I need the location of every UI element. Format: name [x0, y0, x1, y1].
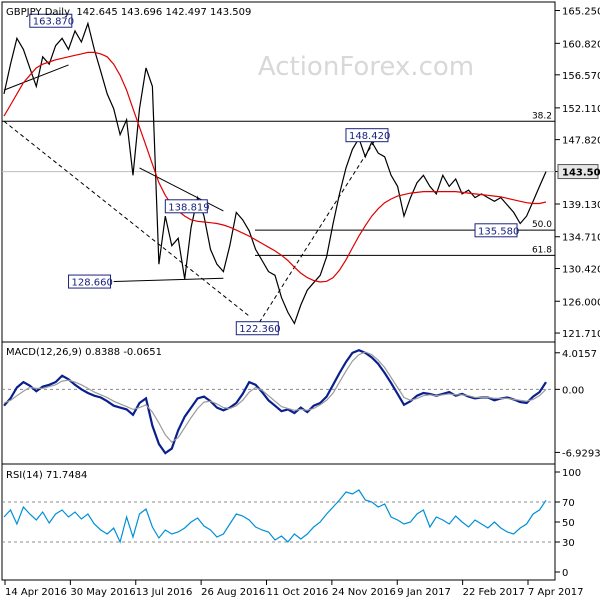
macd-legend-histogram: -0.0651: [123, 347, 162, 358]
price-annotation-label: 138.819: [168, 202, 209, 213]
fib-level-label: 38.2: [532, 111, 552, 121]
trendline-triangle-upper: [139, 167, 224, 212]
rsi-y-tick-label: 50: [562, 518, 575, 529]
macd-y-axis: 4.0157 0.00 -6.9293: [555, 349, 600, 459]
macd-panel: 4.0157 0.00 -6.9293 MACD(12,26,9) 0.8388 -…: [1, 341, 600, 465]
price-y-tick-label: 147.820: [562, 136, 600, 147]
macd-series: [3, 349, 547, 455]
trendline-support-2016: [3, 64, 69, 91]
price-annotation-label: 135.580: [478, 226, 519, 237]
last-price-tag: [557, 164, 599, 180]
price-series: [3, 21, 547, 325]
macd-y-tick-label: 0.00: [562, 385, 584, 396]
price-y-tick-label: 134.710: [562, 233, 600, 244]
price-annotation-box: [474, 223, 518, 238]
x-tick-label: 7 Apr 2017: [528, 587, 583, 598]
x-axis: 14 Apr 2016 30 May 2016 13 Jul 2016 26 Aug …: [4, 580, 583, 598]
x-tick-label: 11 Oct 2016: [267, 587, 329, 598]
price-annotation-box: [68, 274, 112, 289]
price-annotation-box: [29, 13, 73, 28]
price-panel: ActionForex.com 38.2 50.0 61.8 163.870 148.…: [1, 1, 600, 343]
rsi-legend-name: RSI(14): [6, 470, 43, 481]
price-hlines: 38.2 50.0 61.8: [2, 111, 555, 256]
rsi-y-tick-label: 0: [562, 568, 568, 579]
macd-y-tick-label: -6.9293: [562, 448, 600, 459]
x-tick-label: 24 Nov 2016: [332, 587, 396, 598]
price-legend: GBPJPY Daily 142.645 143.696 142.497 143…: [6, 7, 251, 18]
series-moving_average: [3, 51, 547, 283]
x-tick-label: 26 Aug 2016: [201, 587, 265, 598]
legend-low: 142.497: [165, 7, 206, 18]
legend-symbol: GBPJPY: [6, 7, 42, 18]
fib-level-label: 61.8: [532, 245, 552, 255]
fib-level-label: 50.0: [532, 220, 552, 230]
trendline-triangle-lower: [113, 277, 224, 283]
price-annotation-box: [235, 321, 279, 336]
rsi-y-tick-label: 100: [562, 468, 581, 479]
price-y-tick-label: 156.570: [562, 71, 600, 82]
price-annotation-box: [345, 128, 389, 143]
price-y-tick-label: 139.130: [562, 200, 600, 211]
rsi-panel-frame: [1, 463, 556, 581]
x-tick-label: 22 Feb 2017: [463, 587, 525, 598]
price-y-tick-label: 152.110: [562, 104, 600, 115]
price-annotations: 163.870 148.420 138.819 135.580 128.660 122.3…: [29, 13, 519, 336]
macd-y-tick-label: 4.0157: [562, 349, 597, 360]
legend-close: 143.509: [210, 7, 251, 18]
trendline-dashed-rise: [255, 134, 379, 329]
x-tick-label: 30 May 2016: [70, 587, 135, 598]
trendline-dashed-fall: [3, 120, 250, 317]
last-price-tag-label: 143.509: [562, 168, 600, 179]
rsi-hlines: [2, 501, 555, 543]
series-price: [3, 21, 547, 325]
rsi-series: [3, 489, 547, 544]
price-y-tick-label: 160.820: [562, 39, 600, 50]
macd-panel-frame: [1, 341, 556, 465]
price-y-tick-label: 130.420: [562, 265, 600, 276]
price-y-axis: 165.250 160.820 156.570 152.110 147.820 143.5…: [555, 7, 600, 340]
rsi-y-tick-label: 30: [562, 538, 575, 549]
macd-series-signal: [3, 351, 547, 443]
price-annotation-label: 128.660: [72, 278, 113, 289]
price-trendlines: [3, 64, 379, 329]
macd-legend: MACD(12,26,9) 0.8388 -0.0651: [6, 347, 162, 358]
price-y-tick-label: 126.000: [562, 297, 600, 308]
price-annotation-box: [164, 199, 208, 214]
legend-timeframe: Daily: [45, 7, 70, 18]
price-y-tick-label: 165.250: [562, 7, 600, 18]
x-tick-label: 13 Jul 2016: [136, 587, 193, 598]
macd-legend-name: MACD(12,26,9): [6, 347, 82, 358]
rsi-legend-value: 71.7484: [46, 470, 87, 481]
macd-series-macd: [3, 349, 547, 455]
rsi-y-axis: 100 70 50 30 0: [555, 468, 581, 579]
legend-high: 143.696: [121, 7, 162, 18]
price-y-tick-label: 121.710: [562, 329, 600, 340]
rsi-legend: RSI(14) 71.7484: [6, 470, 87, 481]
x-tick-label: 9 Jan 2017: [397, 587, 451, 598]
rsi-y-tick-label: 70: [562, 498, 575, 509]
rsi-series-rsi: [3, 489, 547, 544]
macd-legend-value: 0.8388: [85, 347, 120, 358]
legend-open: 142.645: [76, 7, 117, 18]
rsi-panel: 100 70 50 30 0 RSI(14) 71.7484: [1, 463, 581, 581]
watermark: ActionForex.com: [258, 52, 474, 82]
price-annotation-label: 148.420: [349, 131, 390, 142]
price-annotation-label: 163.870: [33, 17, 74, 28]
price-annotation-label: 122.360: [239, 324, 280, 335]
x-tick-label: 14 Apr 2016: [5, 587, 67, 598]
